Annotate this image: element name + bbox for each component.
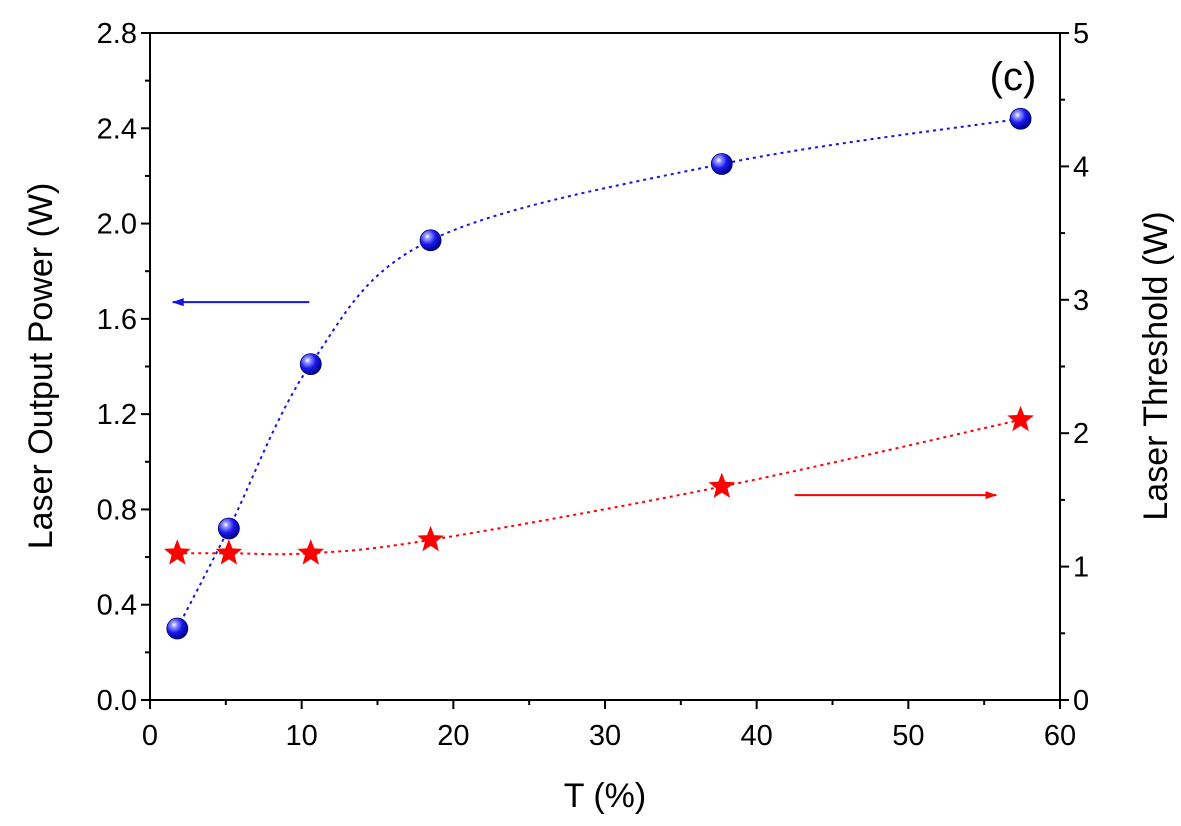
y-right-tick-label: 4 — [1073, 151, 1089, 183]
series-1 — [166, 107, 1032, 640]
plot-border — [149, 32, 1061, 701]
y-axis-left-title: Laser Output Power (W) — [22, 183, 60, 550]
series-layer — [164, 107, 1034, 640]
y-right-tick-label: 1 — [1073, 552, 1089, 584]
data-point — [419, 229, 442, 252]
x-tick-label: 50 — [892, 720, 924, 752]
data-point — [215, 539, 243, 565]
y-left-tick-label: 2.0 — [97, 209, 137, 241]
y-left-tick-label: 2.4 — [97, 113, 137, 145]
annotation-layer — [171, 298, 998, 500]
data-point — [417, 525, 444, 552]
y-right-tick-label: 2 — [1073, 418, 1089, 450]
data-point — [708, 472, 736, 498]
y-axis-left: 0.0 0.4 0.8 1.2 1.6 2.0 2.4 2.8 — [97, 18, 150, 717]
data-point — [164, 539, 191, 565]
x-tick-label: 30 — [589, 720, 621, 752]
y-right-tick-label: 5 — [1073, 18, 1089, 50]
x-tick-label: 20 — [437, 720, 469, 752]
series-line — [177, 418, 1021, 556]
x-tick-label: 0 — [142, 720, 158, 752]
y-left-tick-label: 2.8 — [97, 18, 137, 50]
x-tick-label: 60 — [1044, 720, 1076, 752]
data-point — [710, 153, 733, 175]
y-left-tick-label: 1.2 — [97, 399, 137, 431]
data-point — [217, 517, 240, 540]
data-point — [1007, 405, 1034, 432]
data-point — [299, 353, 322, 376]
y-axis-right-title: Laser Threshold (W) — [1137, 211, 1175, 520]
x-axis: 0 10 20 30 40 50 60 — [142, 700, 1076, 752]
panel-label: (c) — [990, 55, 1037, 99]
y-right-tick-label: 0 — [1073, 685, 1089, 717]
x-tick-label: 10 — [286, 720, 318, 752]
y-right-tick-label: 3 — [1073, 285, 1089, 317]
data-point — [1009, 107, 1032, 130]
data-point — [297, 539, 325, 565]
x-tick-label: 40 — [741, 720, 773, 752]
data-point — [166, 617, 189, 640]
y-left-tick-label: 0.0 — [97, 685, 137, 717]
y-left-tick-label: 0.4 — [97, 590, 137, 622]
x-axis-title: T (%) — [564, 777, 646, 815]
plot-frame — [149, 32, 1061, 701]
series-2 — [164, 405, 1034, 565]
y-axis-right: 0 1 2 3 4 5 — [1060, 18, 1089, 717]
y-left-tick-label: 1.6 — [97, 304, 137, 336]
y-left-tick-label: 0.8 — [97, 494, 137, 526]
